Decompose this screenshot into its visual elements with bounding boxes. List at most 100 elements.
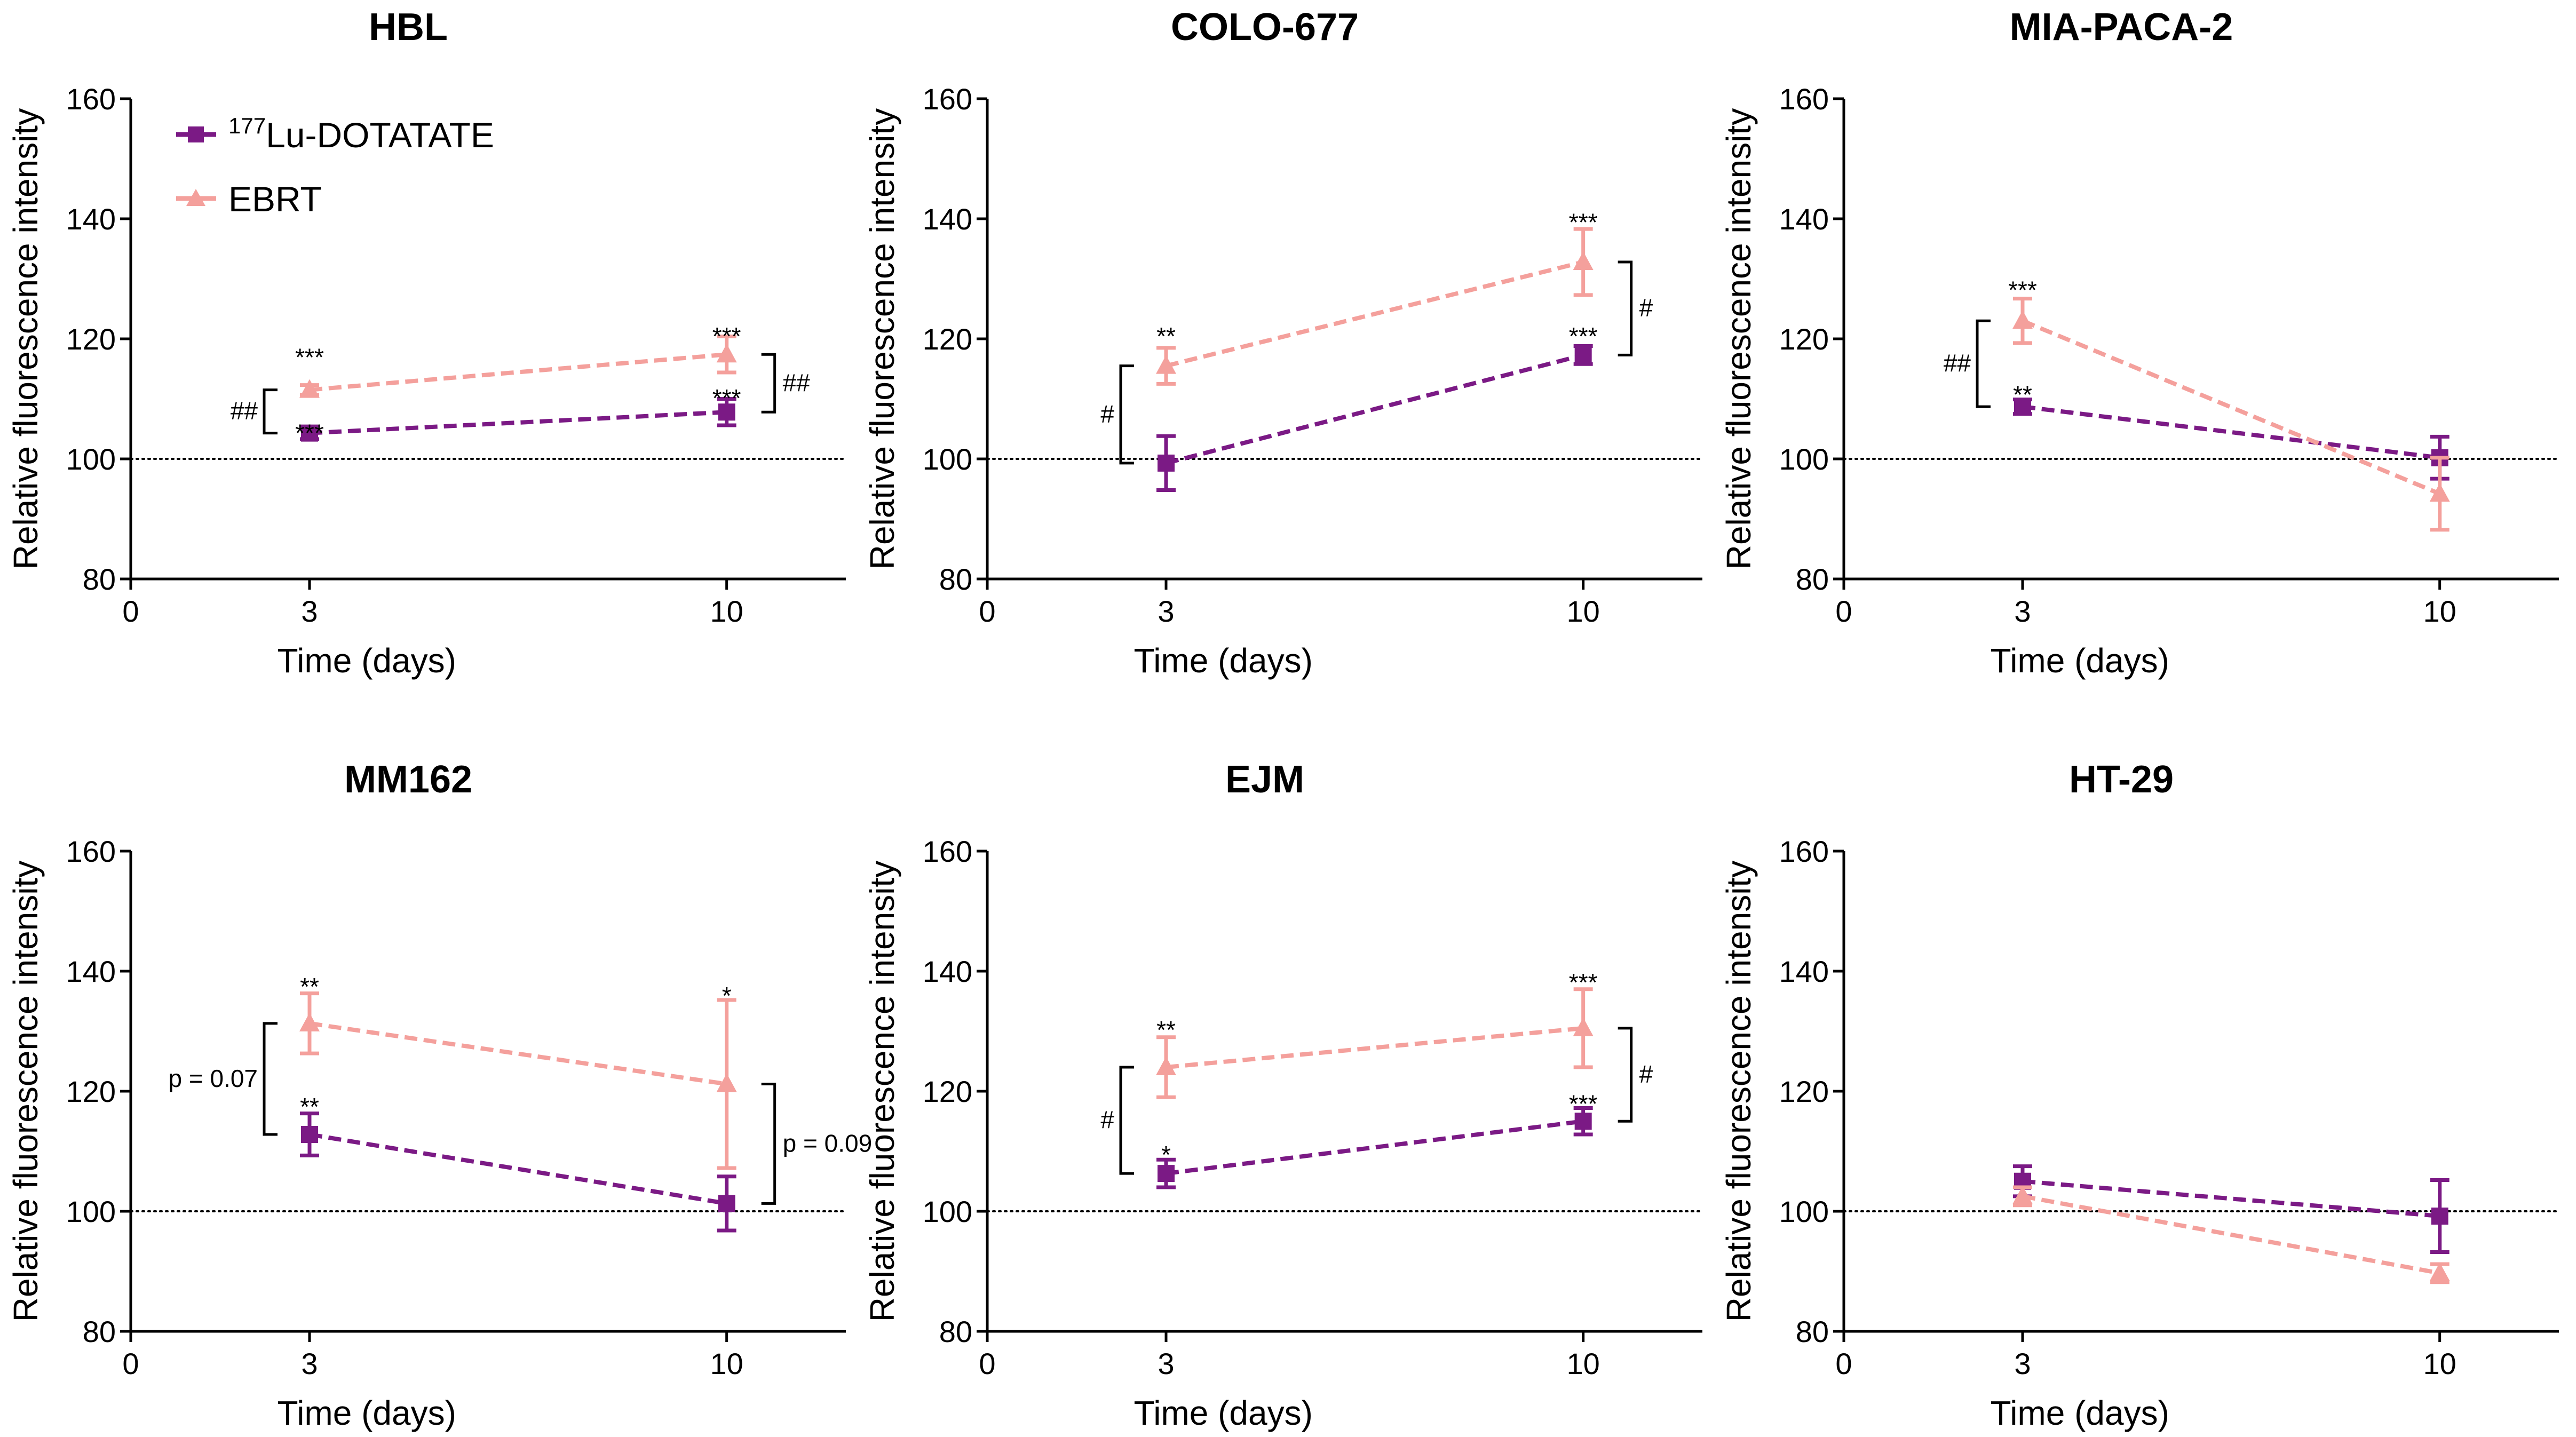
y-tick-label: 80 [1796,1315,1829,1348]
comparison-label: p = 0.09 [783,1129,873,1157]
comparison-bracket [1119,1066,1134,1175]
y-tick-label: 160 [66,82,116,116]
series-line-lu [309,1132,727,1206]
significance-label: *** [1569,1090,1598,1117]
y-axis-title: Relative fluorescence intensity [1719,108,1758,569]
chart-panel-4: EJM 80 100 120 140 160 0 3 10 Time (days) Relative… [863,758,1703,1432]
x-axis-title: Time (days) [277,641,456,680]
y-tick-label: 80 [939,562,972,596]
y-axis-title: Relative fluorescence intensity [6,861,45,1322]
data-point-ebrt [2012,1185,2033,1204]
data-point-lu [1574,1113,1592,1130]
series-line-lu [2022,404,2440,460]
x-tick-label: 0 [1835,594,1852,628]
significance-label: *** [295,344,324,371]
x-axis-title: Time (days) [1990,1394,2169,1432]
x-tick-label: 3 [1158,594,1174,628]
series-line-ebrt [1166,260,1584,368]
y-tick-label: 100 [1779,442,1829,476]
y-tick-label: 100 [66,1195,116,1228]
significance-label: * [1161,1141,1171,1169]
data-point-ebrt [2012,310,2033,329]
x-tick-label: 3 [301,1347,318,1380]
x-axis-title: Time (days) [277,1394,456,1432]
data-point-ebrt [299,379,320,398]
y-tick-label: 160 [66,835,116,868]
comparison-bracket [1976,319,1991,408]
comparison-bracket [263,1022,278,1136]
legend-ebrt-marker [186,189,205,206]
x-axis-title: Time (days) [1990,641,2169,680]
data-point-ebrt [1573,251,1594,270]
significance-label: ** [1156,322,1176,350]
chart-panel-1: COLO-677 80 100 120 140 160 0 3 10 Time (days) Rel… [863,6,1703,680]
x-tick-label: 0 [122,594,139,628]
x-tick-label: 3 [2014,594,2031,628]
significance-label: *** [712,384,741,412]
legend-lu-marker [188,126,204,142]
y-tick-label: 80 [83,1315,116,1348]
x-tick-label: 10 [1567,1347,1600,1380]
y-tick-label: 120 [923,322,972,356]
comparison-bracket [761,353,776,414]
x-tick-label: 3 [301,594,318,628]
chart-title: COLO-677 [1171,6,1359,49]
chart-title: HT-29 [2069,758,2174,801]
chart-title: HBL [369,6,448,49]
data-point-ebrt [2429,1262,2450,1281]
y-tick-label: 120 [1779,1075,1829,1108]
chart-title: MM162 [344,758,472,801]
data-point-lu [1574,346,1592,364]
legend-lu-text: Lu-DOTATATE [266,115,494,155]
significance-label: *** [1569,322,1598,350]
comparison-bracket [1618,1027,1633,1123]
x-tick-label: 10 [710,1347,743,1380]
significance-label: *** [1569,208,1598,236]
legend-ebrt-label: EBRT [228,179,322,219]
comparison-bracket [263,388,278,435]
comparison-label: p = 0.07 [168,1065,258,1092]
comparison-label: # [1639,294,1653,322]
comparison-label: ## [1944,350,1971,377]
y-tick-label: 80 [939,1315,972,1348]
data-point-ebrt [299,1012,320,1031]
y-tick-label: 140 [923,955,972,988]
data-point-lu [301,1126,318,1143]
data-point-lu [718,403,735,421]
data-point-lu [1158,1165,1175,1182]
series-line-ebrt [2022,1194,2440,1275]
y-tick-label: 160 [1779,835,1829,868]
legend-lu-label: 177Lu-DOTATATE [228,113,494,155]
data-point-lu [301,424,318,442]
x-tick-label: 0 [979,594,995,628]
chart-panel-5: HT-29 80 100 120 140 160 0 3 10 Time (days) Relati… [1719,758,2560,1432]
y-tick-label: 140 [1779,955,1829,988]
series-line-lu [2022,1179,2440,1218]
significance-label: ** [1156,1016,1176,1044]
data-point-lu [2014,398,2031,416]
significance-label: *** [1569,968,1598,996]
series-line-ebrt [309,352,727,392]
y-tick-label: 160 [923,835,972,868]
data-point-ebrt [2429,483,2450,502]
y-tick-label: 80 [83,562,116,596]
data-point-ebrt [716,1073,737,1092]
series-line-lu [1165,353,1584,465]
comparison-label: # [1639,1060,1653,1088]
data-point-lu [2431,1208,2448,1225]
comparison-bracket [1119,364,1134,465]
y-tick-label: 120 [923,1075,972,1108]
x-tick-label: 10 [710,594,743,628]
series-line-ebrt [2022,319,2441,496]
y-tick-label: 160 [923,82,972,116]
data-point-ebrt [716,344,737,363]
y-axis-title: Relative fluorescence intensity [1719,861,1758,1322]
y-tick-label: 80 [1796,562,1829,596]
y-tick-label: 140 [923,202,972,236]
y-tick-label: 120 [66,1075,116,1108]
comparison-label: ## [231,397,258,425]
y-tick-label: 120 [1779,322,1829,356]
x-tick-label: 0 [979,1347,995,1380]
comparison-label: # [1100,400,1114,428]
y-tick-label: 140 [66,955,116,988]
